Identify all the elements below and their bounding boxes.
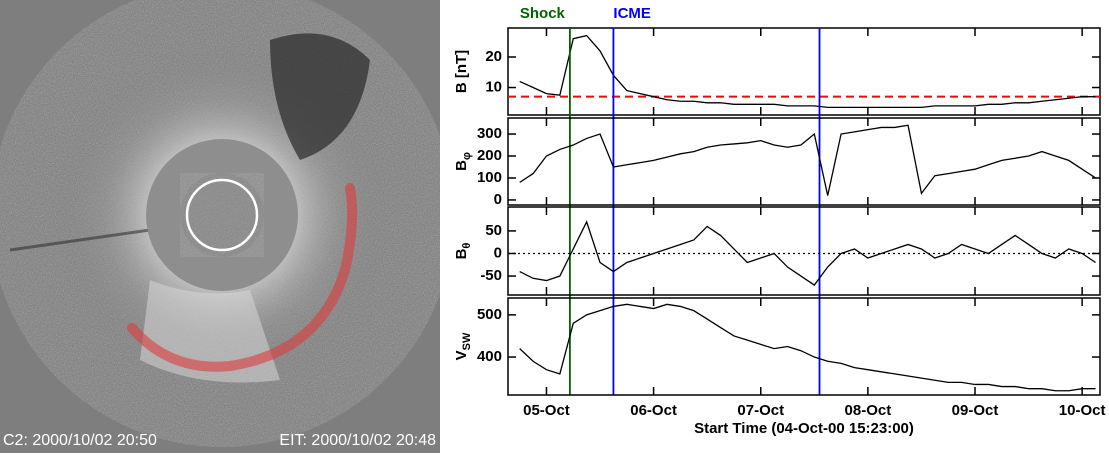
y-tick-label: 20 xyxy=(485,48,502,65)
y-tick-label: 10 xyxy=(485,78,502,95)
x-tick-label: 06-Oct xyxy=(630,402,677,419)
x-tick-label: 10-Oct xyxy=(1059,402,1106,419)
coronagraph-image: C2: 2000/10/02 20:50 EIT: 2000/10/02 20:… xyxy=(0,0,440,453)
y-tick-label: 400 xyxy=(477,348,502,365)
y-axis-label: Bφ xyxy=(453,152,473,171)
x-tick-label: 05-Oct xyxy=(523,402,570,419)
plot-frame xyxy=(507,27,1101,116)
y-tick-label: 0 xyxy=(494,191,502,208)
y-axis-label-sub: φ xyxy=(461,152,473,160)
data-line xyxy=(519,303,1096,392)
y-tick-label: 100 xyxy=(477,169,502,186)
y-tick-label: 0 xyxy=(494,244,502,261)
y-axis-label-sub: θ xyxy=(461,243,473,249)
plot-frame xyxy=(507,206,1101,296)
y-tick-label: 500 xyxy=(477,306,502,323)
data-line xyxy=(519,34,1096,109)
x-axis-label: Start Time (04-Oct-00 15:23:00) xyxy=(694,420,914,437)
data-line xyxy=(519,124,1096,196)
y-tick-label: -50 xyxy=(480,267,502,284)
image-label: C2: 2000/10/02 20:50 xyxy=(3,432,157,449)
data-line xyxy=(519,220,1096,286)
plot-frame xyxy=(507,117,1101,206)
y-axis-label-main: V xyxy=(453,350,470,360)
y-axis-label-main: B xyxy=(453,160,470,171)
y-axis-label-main: B xyxy=(453,248,470,259)
y-axis-label: B [nT] xyxy=(453,50,470,93)
y-tick-label: 50 xyxy=(485,222,502,239)
x-tick-label: 09-Oct xyxy=(952,402,999,419)
plot-frame xyxy=(507,297,1101,396)
x-tick-label: 07-Oct xyxy=(737,402,784,419)
y-tick-label: 200 xyxy=(477,147,502,164)
image-label: EIT: 2000/10/02 20:48 xyxy=(279,432,436,449)
event-label: Shock xyxy=(520,5,566,22)
y-axis-label: Bθ xyxy=(453,243,473,260)
y-axis-label-sub: SW xyxy=(461,332,473,350)
event-label: ICME xyxy=(613,5,651,22)
y-tick-label: 300 xyxy=(477,125,502,142)
y-axis-label-main: B [nT] xyxy=(453,50,470,93)
y-axis-label: VSW xyxy=(453,332,473,360)
x-tick-label: 08-Oct xyxy=(845,402,892,419)
